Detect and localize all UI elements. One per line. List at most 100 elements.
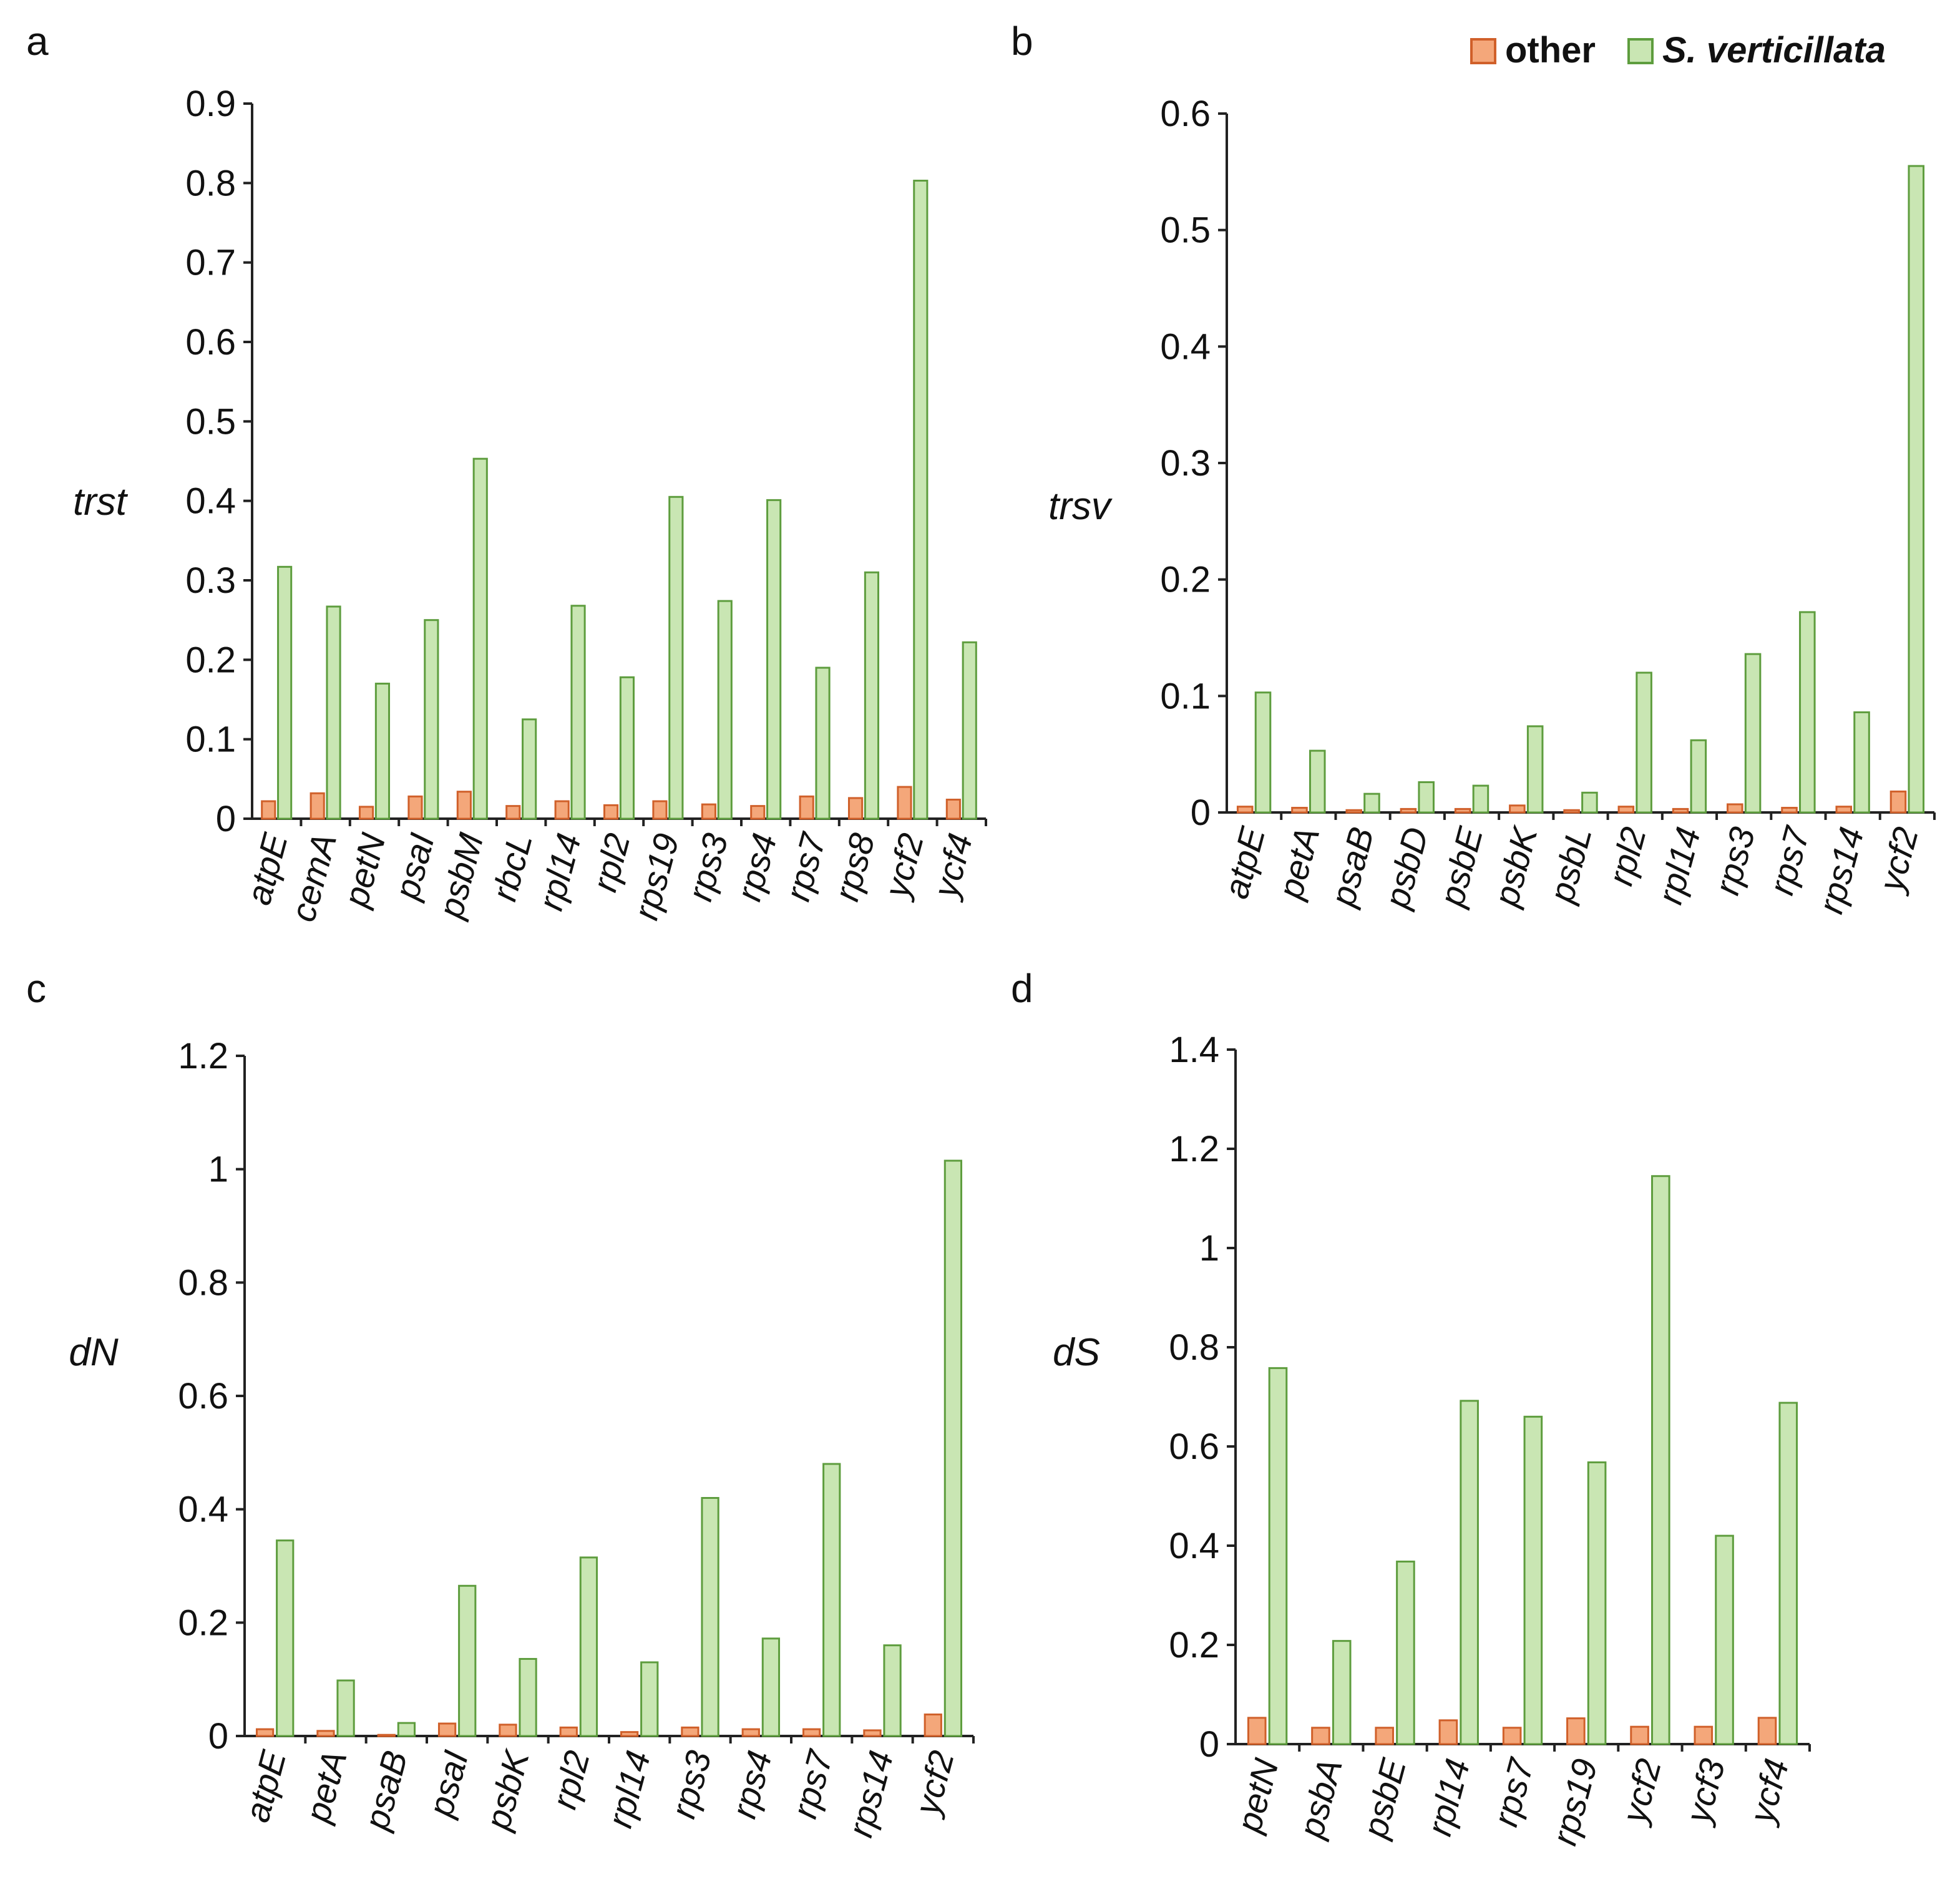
- panel-a-bar-other-petn: [358, 806, 374, 820]
- panel-a-bar-other-rps19: [652, 800, 668, 820]
- panel-b-x-label-rps3: rps3: [1707, 823, 1762, 899]
- panel-b-y-tick-label: 0: [1191, 792, 1211, 833]
- legend-label-s-verticillata: S. verticillata: [1662, 30, 1886, 71]
- panel-a-y-tick-label: 0.6: [185, 322, 236, 363]
- panel-d-bar-sv-ycf2: [1651, 1175, 1670, 1745]
- panel-b-x-label-psab: psaB: [1322, 823, 1381, 912]
- panel-a-bar-sv-rpl14: [570, 605, 586, 820]
- panel-c-bar-other-rps14: [863, 1729, 882, 1737]
- panel-b-bar-sv-psbd: [1418, 781, 1435, 814]
- panel-c-y-tick-label: 0.6: [178, 1376, 228, 1417]
- panel-a-y-tick-label: 0.5: [185, 401, 236, 442]
- panel-b-x-label-peta: petA: [1270, 823, 1327, 904]
- panel-c-bar-sv-rpl2: [579, 1556, 598, 1737]
- panel-a-x-label-rpl2: rpl2: [585, 829, 638, 896]
- panel-a-bar-sv-ycf2: [913, 180, 929, 820]
- panel-c-bar-other-psbk: [499, 1724, 517, 1737]
- panel-b-bar-other-rpl2: [1617, 806, 1635, 814]
- panel-c-bar-other-ycf2: [924, 1713, 942, 1737]
- panel-a-y-tick-label: 0.8: [185, 163, 236, 203]
- panel-b-bar-sv-rpl2: [1636, 671, 1652, 814]
- legend-label-other: other: [1505, 30, 1596, 71]
- panel-a-bar-sv-rbcl: [522, 718, 537, 820]
- panel-d-bar-sv-rps7: [1523, 1415, 1543, 1745]
- panel-b-bar-sv-psbe: [1472, 784, 1490, 814]
- panel-d-bar-sv-ycf3: [1715, 1534, 1734, 1745]
- panel-c-bar-sv-psab: [397, 1722, 416, 1737]
- panel-c-bar-other-rps3: [681, 1726, 700, 1737]
- panel-a-y-tick-label: 0.7: [185, 243, 236, 283]
- panel-a-bar-other-atpe: [261, 800, 276, 820]
- panel-a-bar-other-cema: [310, 792, 325, 820]
- panel-a-x-label-psai: psaI: [386, 829, 442, 904]
- panel-a-x-label-rbcl: rbcL: [484, 829, 540, 905]
- panel-a-x-label-ycf4: ycf4: [925, 829, 980, 904]
- panel-letter-d: d: [1011, 966, 1033, 1011]
- panel-b-x-label-rpl14: rpl14: [1650, 823, 1708, 909]
- panel-b-bar-other-psbe: [1454, 807, 1471, 814]
- panel-b-y-tick-label: 0.3: [1160, 443, 1211, 484]
- panel-d-x-label-psba: psbA: [1291, 1755, 1350, 1843]
- panel-b-bar-other-rps14: [1835, 806, 1853, 814]
- panel-letter-a: a: [26, 19, 49, 64]
- legend-swatch-s-verticillata: [1627, 38, 1654, 64]
- panel-b-x-label-psbe: psbE: [1431, 822, 1491, 911]
- panel-a-bar-sv-rps3: [717, 600, 733, 820]
- legend-swatch-other: [1470, 38, 1496, 64]
- panel-c-bar-sv-rps4: [761, 1637, 781, 1737]
- panel-b-x-label-rpl2: rpl2: [1601, 823, 1654, 890]
- panel-a-bar-sv-atpe: [277, 565, 293, 820]
- panel-c-y-axis-label: dN: [69, 1331, 118, 1374]
- panel-a-chart: trst00.10.20.30.40.50.60.70.80.9atpEcemA…: [73, 84, 987, 925]
- panel-d-bar-sv-petn: [1268, 1367, 1288, 1745]
- panel-c-y-tick-label: 0.2: [178, 1602, 228, 1643]
- panel-a-y-tick-label: 0.3: [185, 560, 236, 601]
- panel-a-bar-other-psbm: [456, 791, 472, 820]
- panel-c-bar-other-psai: [437, 1722, 457, 1737]
- panel-d-y-tick-label: 1.4: [1169, 1030, 1219, 1070]
- panel-b-y-tick-label: 0.4: [1160, 326, 1211, 367]
- panel-b-x-label-psbd: psbD: [1377, 823, 1436, 914]
- panel-c-bar-other-rpl14: [620, 1731, 639, 1737]
- panel-b-y-tick-label: 0.1: [1160, 676, 1211, 716]
- panel-d-y-tick-label: 0.4: [1169, 1526, 1219, 1566]
- panel-c-x-label-rps7: rps7: [784, 1745, 841, 1822]
- panel-c-bar-other-atpe: [255, 1728, 275, 1737]
- panel-a-bar-sv-ycf4: [962, 641, 977, 820]
- panel-b-bar-other-psab: [1345, 809, 1362, 814]
- panel-c-y-tick-label: 1.2: [178, 1036, 228, 1076]
- panel-b-bar-sv-rps3: [1744, 653, 1762, 814]
- panel-a-bar-sv-petn: [374, 683, 391, 820]
- panel-b-bar-sv-atpe: [1254, 691, 1272, 814]
- panel-a-bar-sv-rpl2: [619, 676, 635, 820]
- panel-c-bar-sv-psbk: [519, 1657, 537, 1737]
- panel-a-x-label-petn: petN: [336, 829, 393, 912]
- panel-d-x-label-rps7: rps7: [1486, 1753, 1542, 1830]
- panel-c-bar-other-psab: [377, 1734, 396, 1737]
- panel-c-y-tick-label: 0.4: [178, 1490, 228, 1530]
- legend: other S. verticillata: [1470, 30, 1886, 71]
- panel-c-bar-other-peta: [316, 1730, 335, 1737]
- panel-d-bar-sv-ycf4: [1778, 1402, 1798, 1745]
- panel-c-x-label-rpl14: rpl14: [600, 1747, 658, 1832]
- panel-d-y-tick-label: 1: [1199, 1228, 1219, 1269]
- panel-c-x-label-rps3: rps3: [663, 1747, 719, 1823]
- panel-c-x-label-ycf2: ycf2: [906, 1747, 961, 1821]
- panel-letter-c: c: [26, 966, 46, 1011]
- panel-d-bar-other-rps19: [1566, 1717, 1586, 1745]
- panel-b-x-label-atpe: atpE: [1216, 822, 1273, 902]
- panel-d-y-tick-label: 0.2: [1169, 1625, 1219, 1665]
- panel-a-bar-other-rps7: [799, 795, 814, 820]
- panel-b-bar-sv-rps7: [1799, 611, 1816, 814]
- panel-b-bar-other-psbk: [1509, 804, 1526, 814]
- panel-d-y-tick-label: 0.8: [1169, 1327, 1219, 1368]
- panel-b-y-tick-label: 0.2: [1160, 560, 1211, 600]
- panel-a-bar-other-ycf2: [897, 786, 912, 820]
- panel-a-bar-other-ycf4: [945, 798, 961, 820]
- panel-a-y-tick-label: 0.2: [185, 640, 236, 680]
- panel-b-bar-sv-rpl14: [1690, 739, 1707, 814]
- panel-c-x-label-psbk: psbK: [477, 1745, 537, 1835]
- panel-a-x-label-rps3: rps3: [680, 829, 735, 905]
- panel-c-bar-sv-rps7: [822, 1463, 841, 1737]
- panel-b-bar-other-rps3: [1727, 803, 1743, 814]
